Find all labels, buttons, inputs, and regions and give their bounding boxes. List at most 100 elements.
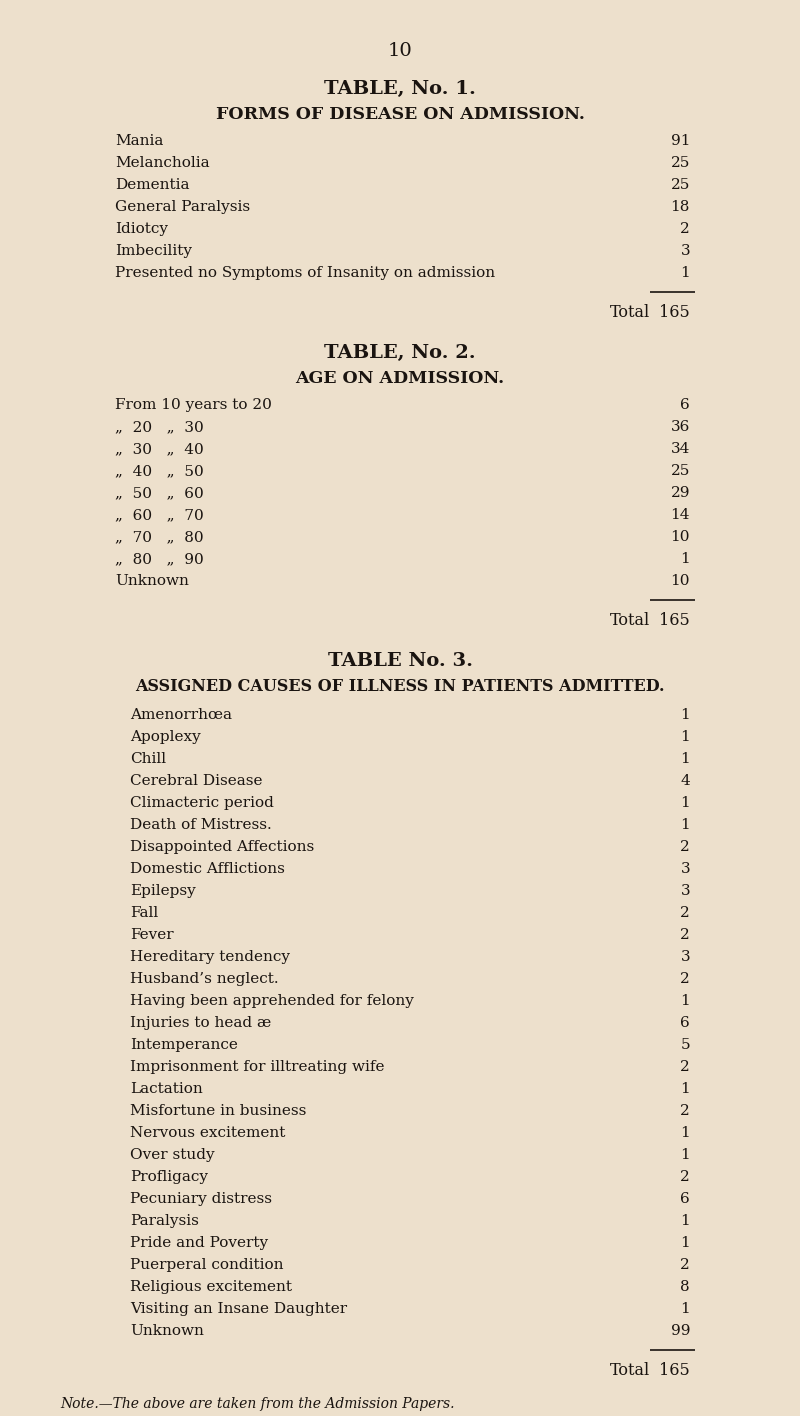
Text: Note.—The above are taken from the Admission Papers.: Note.—The above are taken from the Admis…: [60, 1398, 454, 1410]
Text: Unknown: Unknown: [130, 1324, 204, 1338]
Text: Mania: Mania: [115, 135, 163, 149]
Text: 1: 1: [680, 1082, 690, 1096]
Text: Idiotcy: Idiotcy: [115, 222, 168, 236]
Text: 10: 10: [388, 42, 412, 59]
Text: 2: 2: [680, 971, 690, 986]
Text: 3: 3: [680, 862, 690, 877]
Text: Injuries to head æ: Injuries to head æ: [130, 1017, 271, 1029]
Text: 14: 14: [670, 508, 690, 523]
Text: Intemperance: Intemperance: [130, 1038, 238, 1052]
Text: „  20   „  30: „ 20 „ 30: [115, 421, 204, 433]
Text: Having been apprehended for felony: Having been apprehended for felony: [130, 994, 414, 1008]
Text: Profligacy: Profligacy: [130, 1170, 208, 1184]
Text: AGE ON ADMISSION.: AGE ON ADMISSION.: [295, 370, 505, 387]
Text: Fever: Fever: [130, 927, 174, 942]
Text: Imprisonment for illtreating wife: Imprisonment for illtreating wife: [130, 1061, 385, 1073]
Text: 1: 1: [680, 752, 690, 766]
Text: 25: 25: [670, 156, 690, 170]
Text: Paralysis: Paralysis: [130, 1214, 199, 1228]
Text: „  60   „  70: „ 60 „ 70: [115, 508, 204, 523]
Text: Unknown: Unknown: [115, 573, 189, 588]
Text: 1: 1: [680, 266, 690, 280]
Text: Imbecility: Imbecility: [115, 244, 192, 258]
Text: 3: 3: [680, 244, 690, 258]
Text: Epilepsy: Epilepsy: [130, 884, 196, 898]
Text: 1: 1: [680, 1301, 690, 1315]
Text: Cerebral Disease: Cerebral Disease: [130, 775, 262, 787]
Text: Total: Total: [610, 304, 650, 321]
Text: 10: 10: [670, 573, 690, 588]
Text: 165: 165: [659, 304, 690, 321]
Text: „  40   „  50: „ 40 „ 50: [115, 464, 204, 479]
Text: Dementia: Dementia: [115, 178, 190, 193]
Text: 25: 25: [670, 178, 690, 193]
Text: 18: 18: [670, 200, 690, 214]
Text: Amenorrhœa: Amenorrhœa: [130, 708, 232, 722]
Text: Death of Mistress.: Death of Mistress.: [130, 818, 272, 833]
Text: 2: 2: [680, 1061, 690, 1073]
Text: 6: 6: [680, 398, 690, 412]
Text: 29: 29: [670, 486, 690, 500]
Text: 1: 1: [680, 1148, 690, 1163]
Text: FORMS OF DISEASE ON ADMISSION.: FORMS OF DISEASE ON ADMISSION.: [215, 106, 585, 123]
Text: Puerperal condition: Puerperal condition: [130, 1257, 283, 1272]
Text: Presented no Symptoms of Insanity on admission: Presented no Symptoms of Insanity on adm…: [115, 266, 495, 280]
Text: 1: 1: [680, 1236, 690, 1250]
Text: 5: 5: [680, 1038, 690, 1052]
Text: 36: 36: [670, 421, 690, 433]
Text: 1: 1: [680, 731, 690, 743]
Text: „  80   „  90: „ 80 „ 90: [115, 552, 204, 566]
Text: 25: 25: [670, 464, 690, 479]
Text: 6: 6: [680, 1192, 690, 1206]
Text: Nervous excitement: Nervous excitement: [130, 1126, 286, 1140]
Text: Melancholia: Melancholia: [115, 156, 210, 170]
Text: 3: 3: [680, 950, 690, 964]
Text: 6: 6: [680, 1017, 690, 1029]
Text: Apoplexy: Apoplexy: [130, 731, 201, 743]
Text: Visiting an Insane Daughter: Visiting an Insane Daughter: [130, 1301, 347, 1315]
Text: 99: 99: [670, 1324, 690, 1338]
Text: 165: 165: [659, 612, 690, 629]
Text: 2: 2: [680, 927, 690, 942]
Text: Total: Total: [610, 612, 650, 629]
Text: 4: 4: [680, 775, 690, 787]
Text: Over study: Over study: [130, 1148, 214, 1163]
Text: 165: 165: [659, 1362, 690, 1379]
Text: 1: 1: [680, 796, 690, 810]
Text: 8: 8: [680, 1280, 690, 1294]
Text: 2: 2: [680, 840, 690, 854]
Text: 2: 2: [680, 222, 690, 236]
Text: 1: 1: [680, 552, 690, 566]
Text: 1: 1: [680, 994, 690, 1008]
Text: 2: 2: [680, 906, 690, 920]
Text: Pecuniary distress: Pecuniary distress: [130, 1192, 272, 1206]
Text: Husband’s neglect.: Husband’s neglect.: [130, 971, 278, 986]
Text: 2: 2: [680, 1170, 690, 1184]
Text: 1: 1: [680, 818, 690, 833]
Text: 1: 1: [680, 708, 690, 722]
Text: 10: 10: [670, 530, 690, 544]
Text: 2: 2: [680, 1104, 690, 1119]
Text: 2: 2: [680, 1257, 690, 1272]
Text: TABLE, No. 1.: TABLE, No. 1.: [324, 79, 476, 98]
Text: ASSIGNED CAUSES OF ILLNESS IN PATIENTS ADMITTED.: ASSIGNED CAUSES OF ILLNESS IN PATIENTS A…: [135, 678, 665, 695]
Text: Disappointed Affections: Disappointed Affections: [130, 840, 314, 854]
Text: „  30   „  40: „ 30 „ 40: [115, 442, 204, 456]
Text: General Paralysis: General Paralysis: [115, 200, 250, 214]
Text: „  70   „  80: „ 70 „ 80: [115, 530, 204, 544]
Text: 1: 1: [680, 1126, 690, 1140]
Text: 3: 3: [680, 884, 690, 898]
Text: Climacteric period: Climacteric period: [130, 796, 274, 810]
Text: „  50   „  60: „ 50 „ 60: [115, 486, 204, 500]
Text: 34: 34: [670, 442, 690, 456]
Text: Lactation: Lactation: [130, 1082, 202, 1096]
Text: Misfortune in business: Misfortune in business: [130, 1104, 306, 1119]
Text: Fall: Fall: [130, 906, 158, 920]
Text: Pride and Poverty: Pride and Poverty: [130, 1236, 268, 1250]
Text: Hereditary tendency: Hereditary tendency: [130, 950, 290, 964]
Text: Domestic Afflictions: Domestic Afflictions: [130, 862, 285, 877]
Text: TABLE, No. 2.: TABLE, No. 2.: [324, 344, 476, 362]
Text: Religious excitement: Religious excitement: [130, 1280, 292, 1294]
Text: 91: 91: [670, 135, 690, 149]
Text: From 10 years to 20: From 10 years to 20: [115, 398, 272, 412]
